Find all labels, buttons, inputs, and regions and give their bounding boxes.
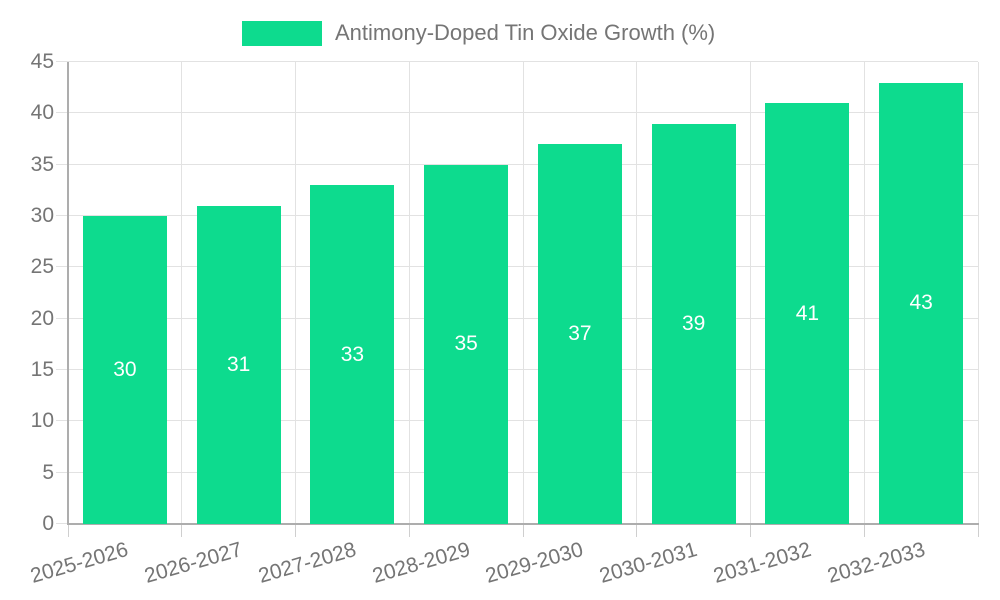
y-tick	[56, 215, 68, 216]
y-tick	[56, 471, 68, 473]
bar-value-label: 41	[795, 301, 820, 325]
x-tick	[522, 524, 524, 537]
legend-swatch	[242, 20, 322, 46]
bar-value-label: 30	[113, 358, 137, 381]
x-tick	[408, 524, 410, 537]
y-axis-label: 15	[30, 358, 54, 381]
x-axis-label: 2029-2030	[483, 538, 587, 588]
x-axis-label: 2030-2031	[597, 538, 700, 588]
x-tick	[863, 524, 865, 537]
y-tick	[56, 369, 68, 370]
v-gridline	[750, 62, 751, 524]
y-tick	[56, 317, 68, 319]
y-tick	[56, 163, 68, 165]
bar: 41	[765, 103, 850, 524]
bar-value-label: 31	[226, 352, 251, 376]
h-gridline	[68, 61, 978, 62]
y-axis-label: 20	[30, 306, 54, 330]
y-axis-label: 45	[30, 50, 54, 73]
x-axis-line	[67, 523, 979, 525]
x-axis-label: 2026-2027	[142, 538, 245, 588]
y-tick	[56, 112, 68, 114]
bar-value-label: 37	[568, 322, 592, 346]
x-axis-label: 2025-2026	[28, 538, 132, 588]
x-tick	[181, 524, 183, 537]
x-tick	[295, 524, 296, 537]
y-axis-label: 30	[30, 204, 54, 227]
v-gridline	[863, 62, 865, 524]
x-tick	[636, 524, 638, 537]
bar: 39	[651, 123, 736, 524]
x-axis-label: 2028-2029	[369, 538, 473, 588]
v-gridline	[522, 62, 524, 524]
y-axis-label: 0	[42, 512, 54, 535]
bar: 35	[424, 164, 509, 524]
bar: 30	[82, 216, 167, 524]
bar: 43	[879, 82, 964, 524]
y-tick	[56, 61, 68, 62]
y-axis-label: 5	[42, 460, 54, 484]
y-axis-label: 25	[30, 255, 54, 279]
y-axis-label: 35	[30, 152, 54, 176]
v-gridline	[636, 62, 638, 524]
y-tick	[56, 523, 68, 524]
v-gridline	[408, 62, 410, 524]
bar-value-label: 43	[909, 291, 933, 315]
x-axis-label: 2031-2032	[710, 538, 814, 588]
bar: 37	[537, 144, 622, 524]
v-gridline	[181, 62, 183, 524]
v-gridline	[295, 62, 296, 524]
v-gridline	[977, 62, 979, 524]
bar-value-label: 35	[454, 332, 478, 356]
x-axis-label: 2032-2033	[824, 538, 928, 588]
x-axis-label: 2027-2028	[255, 538, 359, 588]
bar-value-label: 33	[340, 342, 365, 366]
y-tick	[56, 420, 68, 422]
legend[interactable]: Antimony-Doped Tin Oxide Growth (%)	[242, 20, 715, 46]
bar: 31	[196, 205, 281, 524]
y-axis-label: 10	[30, 409, 54, 433]
bar-value-label: 39	[681, 311, 706, 335]
x-tick	[750, 524, 751, 537]
x-tick	[977, 524, 979, 537]
x-tick	[67, 524, 69, 537]
legend-label: Antimony-Doped Tin Oxide Growth (%)	[335, 20, 716, 45]
bar: 33	[310, 185, 395, 524]
y-axis-label: 40	[30, 101, 54, 125]
y-axis-line	[67, 62, 69, 525]
y-tick	[56, 266, 68, 268]
